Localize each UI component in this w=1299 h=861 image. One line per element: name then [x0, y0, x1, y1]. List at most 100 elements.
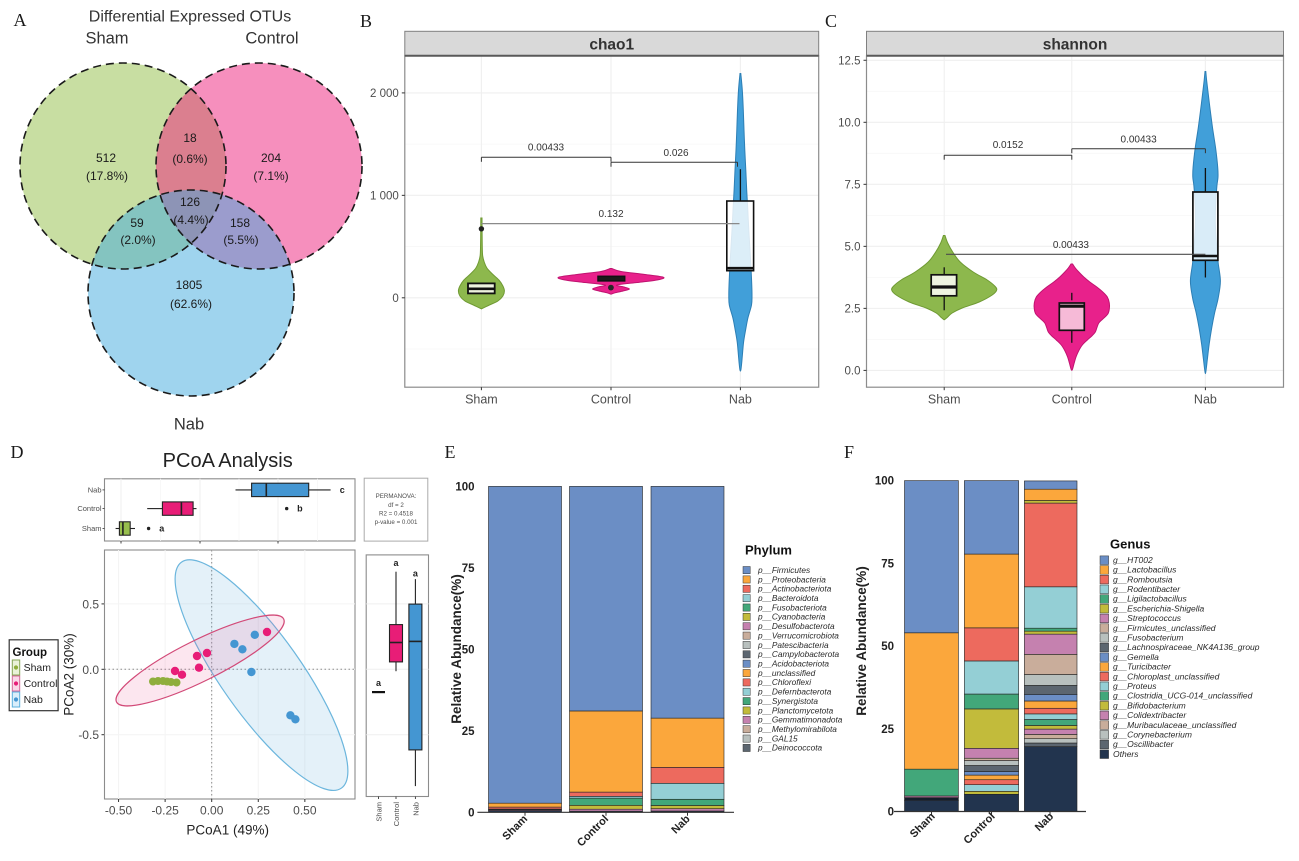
svg-text:g__Romboutsia: g__Romboutsia: [1113, 574, 1173, 584]
svg-text:D: D: [11, 442, 24, 462]
svg-text:shannon: shannon: [1043, 37, 1108, 54]
svg-text:p__Patescibacteria: p__Patescibacteria: [757, 640, 829, 650]
svg-text:-0.5: -0.5: [78, 728, 99, 742]
svg-text:Nab: Nab: [174, 416, 204, 434]
svg-text:Sham: Sham: [928, 393, 961, 407]
svg-text:10.0: 10.0: [838, 117, 860, 129]
svg-text:Sham: Sham: [85, 30, 128, 48]
svg-text:0.5: 0.5: [82, 597, 99, 611]
svg-text:(4.4%): (4.4%): [173, 213, 208, 227]
svg-text:A: A: [14, 10, 27, 30]
svg-text:(7.1%): (7.1%): [253, 169, 288, 183]
svg-text:0.00433: 0.00433: [1121, 135, 1158, 146]
svg-text:g__Turicibacter: g__Turicibacter: [1113, 662, 1172, 672]
svg-text:p__Defernbacterota: p__Defernbacterota: [757, 687, 832, 697]
svg-text:Sham: Sham: [24, 662, 52, 674]
svg-text:Sham: Sham: [465, 393, 498, 407]
svg-text:p__Firmicutes: p__Firmicutes: [757, 565, 810, 575]
svg-text:p__Chloroflexi: p__Chloroflexi: [757, 677, 812, 687]
svg-text:p__Planctomycetota: p__Planctomycetota: [757, 705, 834, 715]
svg-text:25: 25: [462, 726, 475, 738]
svg-text:c: c: [340, 485, 345, 495]
svg-text:g__Chloroplast_unclassified: g__Chloroplast_unclassified: [1113, 671, 1220, 681]
svg-text:0.25: 0.25: [247, 804, 271, 818]
svg-text:0: 0: [392, 293, 398, 305]
svg-text:0.0: 0.0: [82, 663, 99, 677]
svg-text:0.00433: 0.00433: [1053, 240, 1090, 251]
svg-text:Relative Abundance(%): Relative Abundance(%): [854, 566, 869, 716]
svg-text:p-value = 0.001: p-value = 0.001: [375, 519, 418, 526]
svg-text:g__Gemella: g__Gemella: [1113, 652, 1159, 662]
svg-text:a: a: [159, 524, 165, 534]
svg-text:(62.6%): (62.6%): [170, 297, 212, 311]
svg-text:p__Gemmatimonadota: p__Gemmatimonadota: [757, 715, 843, 725]
svg-text:a: a: [413, 569, 419, 579]
svg-text:0.0: 0.0: [845, 365, 861, 377]
svg-text:g__Firmicutes_unclassified: g__Firmicutes_unclassified: [1113, 623, 1216, 633]
svg-text:g__Oscillibacter: g__Oscillibacter: [1113, 739, 1175, 749]
svg-text:chao1: chao1: [589, 37, 634, 54]
svg-text:100: 100: [875, 476, 894, 488]
svg-text:a: a: [393, 558, 399, 568]
svg-text:PCoA1 (49%): PCoA1 (49%): [186, 822, 269, 837]
svg-text:50: 50: [462, 644, 475, 656]
svg-text:g__Ligilactobacillus: g__Ligilactobacillus: [1113, 594, 1187, 604]
svg-text:Control: Control: [591, 393, 631, 407]
svg-text:50: 50: [881, 641, 894, 653]
svg-text:(17.8%): (17.8%): [86, 169, 128, 183]
svg-text:25: 25: [881, 724, 894, 736]
svg-text:p__Acidobacteriota: p__Acidobacteriota: [757, 659, 829, 669]
svg-text:2 000: 2 000: [370, 88, 399, 100]
svg-text:75: 75: [462, 563, 475, 575]
svg-text:p__Methylomirabilota: p__Methylomirabilota: [757, 724, 837, 734]
svg-text:g__Colidextribacter: g__Colidextribacter: [1113, 710, 1187, 720]
svg-text:7.5: 7.5: [845, 179, 861, 191]
svg-text:Others: Others: [1113, 749, 1139, 759]
svg-text:Group: Group: [13, 647, 48, 659]
svg-text:Nab: Nab: [88, 485, 102, 494]
svg-text:Relative Abundance(%): Relative Abundance(%): [449, 574, 464, 724]
svg-text:g__Lactobacillus: g__Lactobacillus: [1113, 565, 1177, 575]
svg-text:g__Clostridia_UCG-014_unclassi: g__Clostridia_UCG-014_unclassified: [1113, 691, 1253, 701]
svg-text:p__unclassified: p__unclassified: [757, 668, 816, 678]
svg-text:g__Bifidobacterium: g__Bifidobacterium: [1113, 700, 1186, 710]
svg-text:0.00433: 0.00433: [528, 142, 565, 153]
svg-text:g__Rodentibacter: g__Rodentibacter: [1113, 584, 1181, 594]
svg-text:p__Proteobacteria: p__Proteobacteria: [757, 574, 826, 584]
svg-text:0.026: 0.026: [663, 148, 688, 159]
svg-text:0: 0: [468, 807, 474, 819]
svg-text:Phylum: Phylum: [745, 543, 792, 558]
svg-text:g__HT002: g__HT002: [1113, 555, 1153, 565]
svg-text:5.0: 5.0: [845, 241, 861, 253]
svg-text:p__Fusobacteriota: p__Fusobacteriota: [757, 602, 827, 612]
svg-text:Sham: Sham: [82, 524, 102, 533]
svg-text:59: 59: [130, 216, 144, 230]
svg-text:B: B: [360, 11, 372, 31]
svg-text:g__Corynebacterium: g__Corynebacterium: [1113, 730, 1192, 740]
svg-text:100: 100: [455, 481, 474, 493]
svg-text:(0.6%): (0.6%): [172, 152, 207, 166]
svg-text:(2.0%): (2.0%): [120, 233, 155, 247]
svg-text:p__Synergistota: p__Synergistota: [757, 696, 818, 706]
svg-text:PCoA2 (30%): PCoA2 (30%): [62, 633, 77, 716]
svg-text:0: 0: [888, 807, 894, 819]
svg-text:E: E: [445, 442, 456, 462]
svg-text:g__Proteus: g__Proteus: [1113, 681, 1157, 691]
svg-text:Genus: Genus: [1110, 537, 1150, 552]
svg-text:PERMANOVA:: PERMANOVA:: [376, 493, 417, 500]
svg-text:1805: 1805: [176, 278, 203, 292]
svg-text:Nab: Nab: [1194, 393, 1217, 407]
svg-text:p__Verrucomicrobiota: p__Verrucomicrobiota: [757, 630, 839, 640]
svg-text:18: 18: [183, 131, 197, 145]
svg-text:Nab: Nab: [411, 802, 420, 816]
svg-text:1 000: 1 000: [370, 190, 399, 202]
svg-text:-0.50: -0.50: [105, 804, 133, 818]
svg-text:2.5: 2.5: [845, 303, 861, 315]
svg-text:g__Fusobacterium: g__Fusobacterium: [1113, 633, 1183, 643]
svg-text:p__Campylobacterota: p__Campylobacterota: [757, 649, 840, 659]
svg-text:p__Deinococcota: p__Deinococcota: [757, 743, 823, 753]
svg-text:g__Muribaculaceae_unclassified: g__Muribaculaceae_unclassified: [1113, 720, 1237, 730]
svg-text:(5.5%): (5.5%): [223, 233, 258, 247]
svg-text:C: C: [825, 11, 837, 31]
svg-text:12.5: 12.5: [838, 55, 860, 67]
